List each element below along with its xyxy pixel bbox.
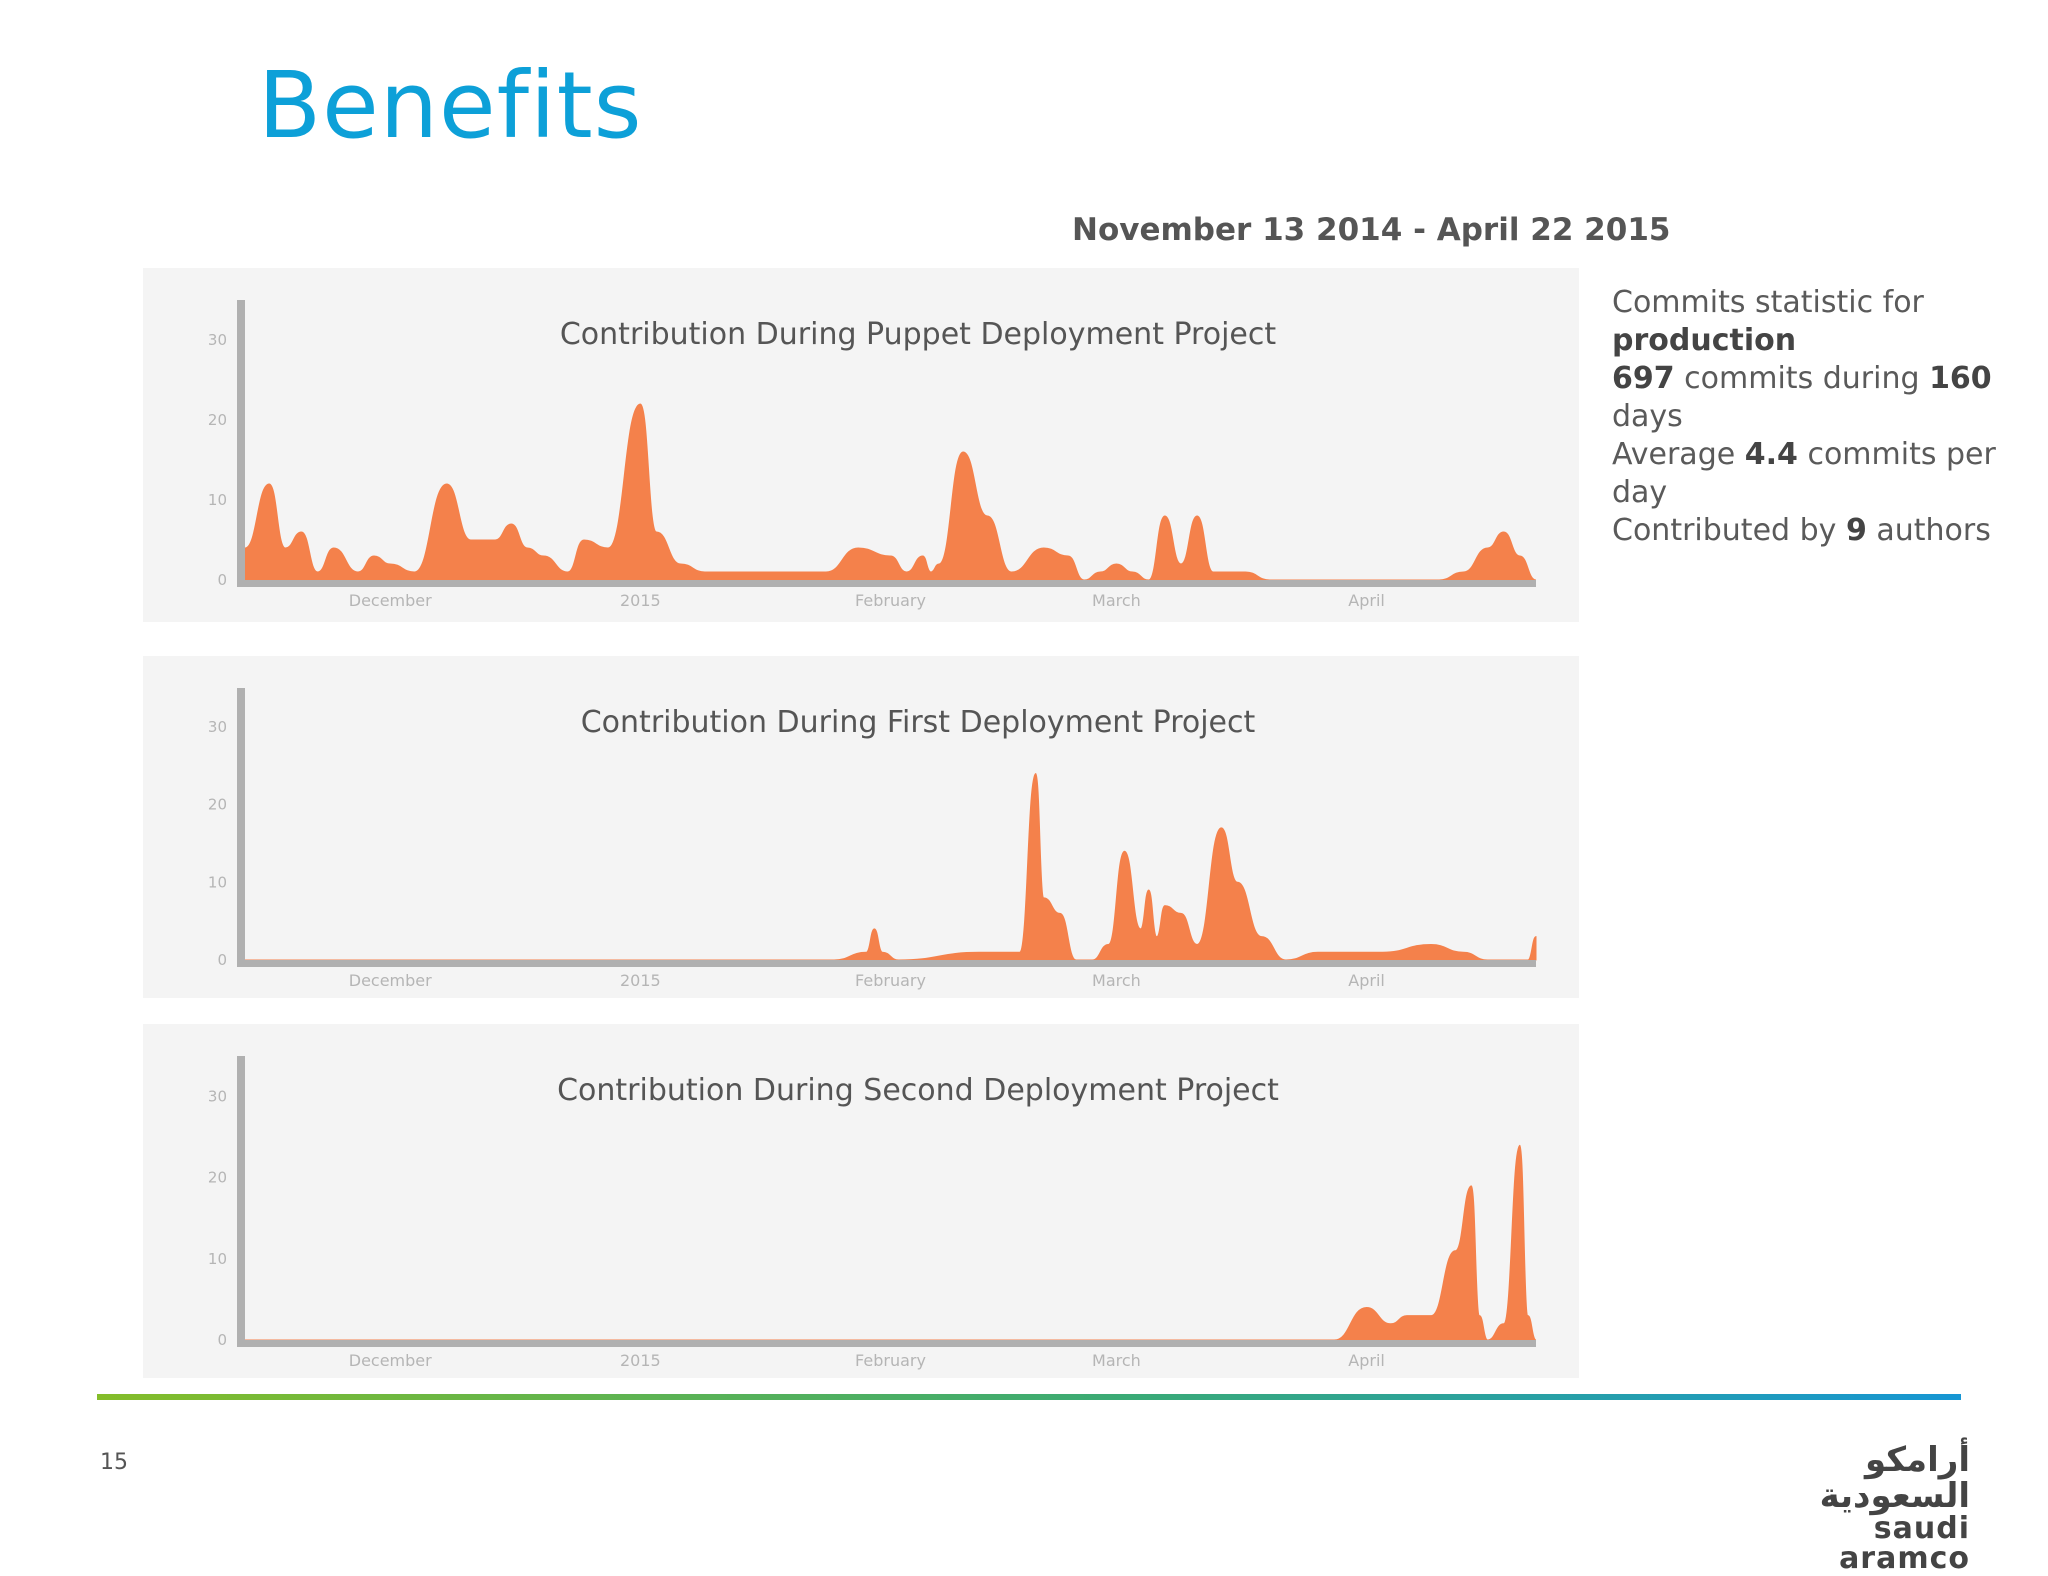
footer-divider	[97, 1394, 1961, 1400]
y-axis	[237, 1056, 245, 1346]
company-logo: أرامكو السعودية saudi aramco	[1760, 1440, 1970, 1574]
y-axis	[237, 688, 245, 966]
stats-line-2: 697 commits during 160 days	[1612, 360, 2042, 436]
stats-line-4: Contributed by 9 authors	[1612, 512, 2042, 550]
logo-english: saudi aramco	[1839, 1511, 1970, 1576]
authors-post: authors	[1876, 513, 1991, 548]
x-axis	[237, 960, 1536, 967]
x-tick-label: April	[1348, 971, 1385, 990]
date-range: November 13 2014 - April 22 2015	[1072, 212, 1671, 248]
y-tick-label: 30	[208, 331, 227, 349]
days-label: days	[1612, 399, 1683, 434]
x-tick-label: 2015	[620, 971, 661, 990]
stats-scope: production	[1612, 323, 1797, 358]
avg-label: Average	[1612, 437, 1736, 472]
x-axis	[237, 580, 1536, 587]
avg-value: 4.4	[1744, 437, 1798, 472]
y-tick-label: 0	[217, 571, 227, 589]
page-number: 15	[100, 1450, 128, 1475]
x-tick-label: February	[855, 1351, 926, 1370]
chart-panel-first: Contribution During First Deployment Pro…	[143, 656, 1579, 998]
x-tick-label: February	[855, 591, 926, 610]
x-tick-label: March	[1092, 1351, 1141, 1370]
y-tick-label: 0	[217, 1331, 227, 1349]
y-tick-label: 10	[208, 1250, 227, 1268]
chart-title: Contribution During Puppet Deployment Pr…	[560, 317, 1277, 352]
x-tick-label: April	[1348, 591, 1385, 610]
y-tick-label: 20	[208, 1169, 227, 1187]
y-tick-label: 10	[208, 491, 227, 509]
x-tick-label: December	[349, 971, 432, 990]
contrib-label: Contributed by	[1612, 513, 1837, 548]
avg-post: commits per day	[1612, 437, 1996, 510]
authors-count: 9	[1845, 513, 1867, 548]
y-tick-label: 10	[208, 873, 227, 891]
x-tick-label: April	[1348, 1351, 1385, 1370]
chart-panel-second: Contribution During Second Deployment Pr…	[143, 1024, 1579, 1378]
commits-count: 697	[1612, 361, 1675, 396]
x-tick-label: February	[855, 971, 926, 990]
chart-title: Contribution During First Deployment Pro…	[581, 705, 1256, 740]
area-series	[244, 403, 1537, 581]
stats-line-3: Average 4.4 commits per day	[1612, 436, 2042, 512]
x-tick-label: December	[349, 591, 432, 610]
stats-line-1: Commits statistic for production	[1612, 284, 2042, 360]
y-axis	[237, 300, 245, 586]
x-tick-label: March	[1092, 591, 1141, 610]
area-series	[245, 1144, 1537, 1341]
x-tick-label: 2015	[620, 591, 661, 610]
chart-panel-puppet: Contribution During Puppet Deployment Pr…	[143, 268, 1579, 622]
x-axis	[237, 1340, 1536, 1347]
chart-title: Contribution During Second Deployment Pr…	[557, 1073, 1279, 1108]
y-tick-label: 30	[208, 718, 227, 736]
y-tick-label: 20	[208, 796, 227, 814]
chart-first: Contribution During First Deployment Pro…	[208, 688, 1537, 990]
area-series	[244, 772, 1537, 961]
chart-puppet: Contribution During Puppet Deployment Pr…	[208, 300, 1537, 610]
x-tick-label: 2015	[620, 1351, 661, 1370]
y-tick-label: 30	[208, 1088, 227, 1106]
commit-stats: Commits statistic for production 697 com…	[1612, 284, 2042, 550]
logo-arabic: أرامكو السعودية	[1819, 1440, 1970, 1516]
x-tick-label: March	[1092, 971, 1141, 990]
x-tick-label: December	[349, 1351, 432, 1370]
chart-second: Contribution During Second Deployment Pr…	[208, 1056, 1537, 1370]
slide-title: Benefits	[258, 52, 643, 159]
stats-label: Commits statistic for	[1612, 285, 1924, 320]
y-tick-label: 20	[208, 411, 227, 429]
commits-mid: commits during	[1684, 361, 1920, 396]
days-count: 160	[1929, 361, 1992, 396]
y-tick-label: 0	[217, 951, 227, 969]
